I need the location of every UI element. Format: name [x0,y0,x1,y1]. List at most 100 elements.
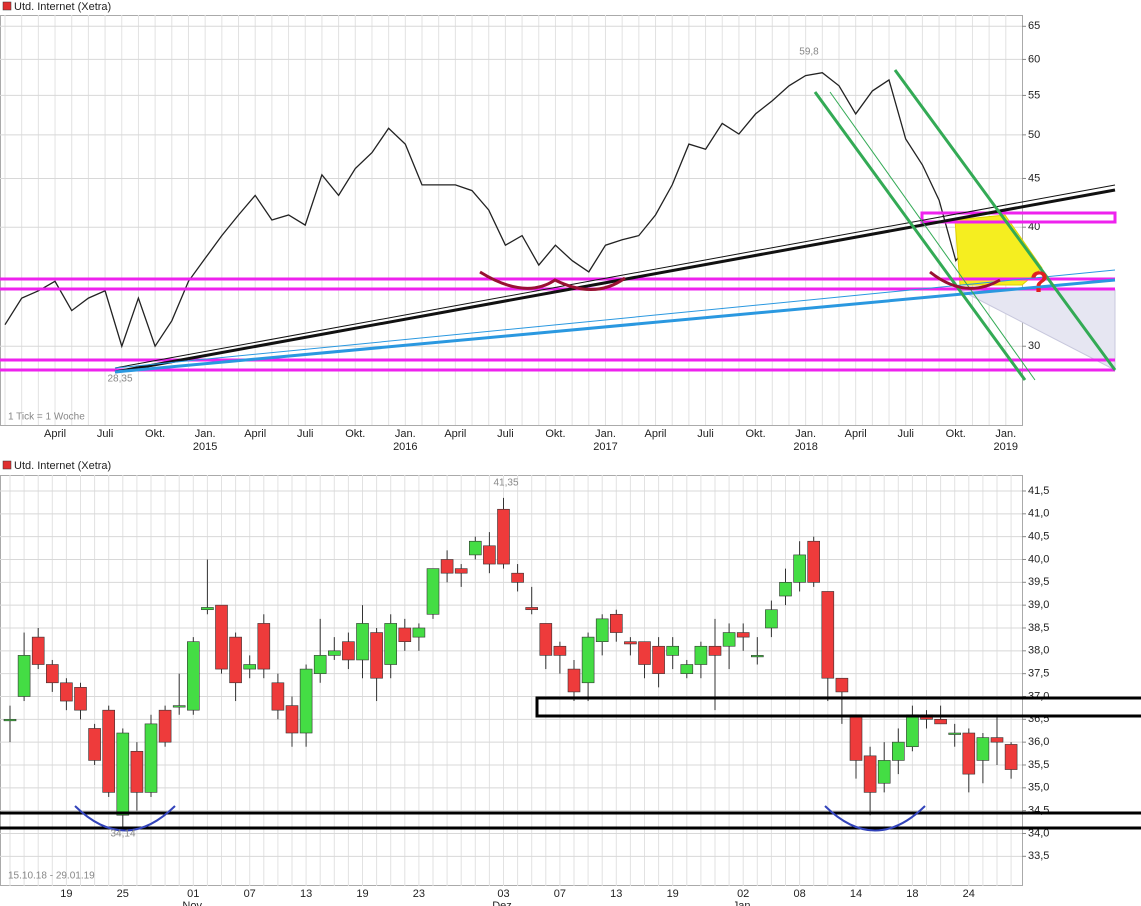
candle-body [313,655,327,674]
x-tick-label: April [44,428,66,440]
x-month-label: Jan. [733,900,754,906]
candle-body [765,609,778,629]
y-tick-label: 60 [1028,53,1040,65]
x-tick-label: Juli [897,428,914,440]
candle-body [74,687,87,711]
x-tick-label: Juli [497,428,514,440]
x-tick-label: 07 [554,888,566,900]
x-tick-label: 19 [60,888,72,900]
x-year-label: 2016 [393,441,417,453]
x-tick-label: April [244,428,266,440]
candle-body [299,668,313,734]
candle-body [934,719,947,725]
y-tick-label: 65 [1028,20,1040,32]
candle-body [497,508,510,565]
candle-body [750,655,764,658]
candle-body [666,645,680,656]
candle-body [849,714,863,761]
candle-body [45,664,59,684]
candle-body [440,559,454,574]
candle-body [342,641,355,661]
x-tick-label: Okt. [145,428,165,440]
y-tick-label: 37,0 [1028,690,1049,702]
chart-title: Utd. Internet (Xetra) [14,1,111,13]
x-tick-label: Okt. [746,428,766,440]
candle-body [243,664,256,670]
candle-body [694,645,708,665]
y-tick-label: 38,0 [1028,645,1049,657]
x-tick-label: 02 [737,888,749,900]
x-tick-label: April [444,428,466,440]
candle-body [158,709,172,743]
candle-body [454,568,468,574]
x-tick-label: Jan. [995,428,1016,440]
x-year-label: 2017 [593,441,617,453]
y-tick-label: 50 [1028,129,1040,141]
candle-body [327,650,341,656]
candle-body [680,664,694,674]
annotation: 1 Tick = 1 Woche [8,412,85,423]
y-tick-label: 30 [1028,340,1040,352]
x-tick-label: Jan. [395,428,416,440]
candle-body [172,705,186,708]
y-tick-label: 40,0 [1028,553,1049,565]
y-tick-label: 40 [1028,221,1040,233]
x-year-label: 2015 [193,441,217,453]
candle-body [624,641,637,645]
candle-body [990,737,1004,743]
x-tick-label: 19 [667,888,679,900]
candle-body [736,632,750,638]
candle-body [553,645,567,656]
x-month-label: Dez. [492,900,515,906]
annotation: 34,14 [110,829,135,840]
bottom-frame [0,475,1023,886]
y-tick-label: 35,5 [1028,759,1049,771]
x-year-label: 2019 [994,441,1018,453]
bottom-panel: 33,534,034,535,035,536,036,537,037,538,0… [0,475,1049,906]
candle-body [567,668,581,693]
candle-body [426,568,440,615]
x-tick-label: 08 [793,888,805,900]
candle-body [60,682,73,702]
candle-body [539,623,553,656]
y-tick-label: 39,5 [1028,576,1049,588]
candle-body [793,554,806,583]
top-frame [0,15,1023,426]
candle-body [609,613,623,633]
candle-body [807,540,821,583]
bottom-drawings [0,696,1141,832]
x-tick-label: Juli [697,428,714,440]
candle-body [652,645,665,674]
price-line [4,72,1007,349]
x-tick-label: Jan. [195,428,216,440]
y-tick-label: 55 [1028,89,1040,101]
x-tick-label: Jan. [595,428,616,440]
y-tick-label: 45 [1028,172,1040,184]
x-tick-label: Juli [297,428,314,440]
x-tick-label: 13 [610,888,622,900]
candle-body [370,632,383,679]
candle-body [962,732,976,775]
candle-body [468,540,482,556]
candle-body [581,636,595,684]
candle-body [863,755,877,793]
candle-body [1004,744,1018,770]
candle-body [722,632,736,647]
x-tick-label: Okt. [345,428,365,440]
candle-body [88,728,101,761]
candle-body [187,641,200,711]
candle-body [891,741,905,761]
x-tick-label: 03 [497,888,509,900]
candle-body [595,618,609,642]
candle-body [638,641,651,665]
candle-body [483,545,496,565]
candle-body [257,623,271,670]
candle-body [384,623,398,665]
x-month-label: Nov. [182,900,204,906]
x-tick-label: 23 [413,888,425,900]
x-tick-label: Okt. [545,428,565,440]
candle-body [779,582,792,597]
x-tick-label: 13 [300,888,312,900]
candle-body [215,604,228,670]
